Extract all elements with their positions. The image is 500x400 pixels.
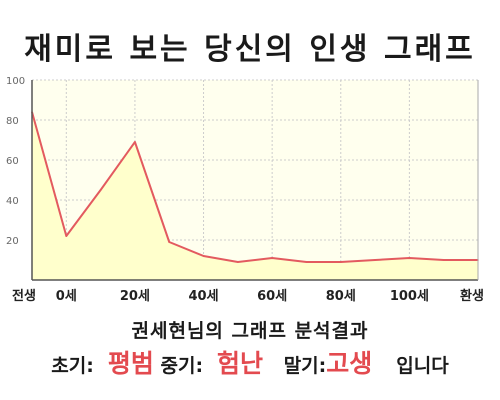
data-point-8 — [305, 261, 308, 263]
ending-text: 입니다 — [396, 355, 449, 377]
life-graph-chart: 20 40 60 80 100 전생 0세 20세 40세 60세 80세 100세 환생 — [6, 76, 484, 304]
early-value: 평범 — [107, 349, 154, 378]
data-point-4 — [168, 241, 171, 243]
middle-label: 중기: — [160, 355, 204, 377]
y-tick-labels: 20 40 60 80 100 — [6, 76, 25, 247]
area-layer — [32, 112, 478, 280]
analysis-result: 초기: 평범 중기: 험난 말기:고생 입니다 — [0, 344, 500, 380]
data-point-7 — [271, 257, 273, 259]
x-tick-label-6: 100세 — [390, 289, 429, 304]
x-tick-label-3: 40세 — [189, 289, 219, 304]
y-tick-label-100: 100 — [6, 76, 25, 87]
page-title: 재미로 보는 당신의 인생 그래프 — [24, 32, 476, 67]
y-tick-label-40: 40 — [6, 196, 19, 207]
data-point-9 — [339, 261, 342, 263]
late-label: 말기: — [283, 355, 327, 377]
late-value: 고생 — [326, 349, 373, 378]
data-point-3 — [134, 141, 136, 143]
data-point-11 — [408, 257, 411, 259]
data-point-5 — [202, 255, 205, 257]
x-tick-labels: 전생 0세 20세 40세 60세 80세 100세 환생 — [12, 288, 484, 304]
x-tick-label-5: 80세 — [326, 289, 356, 304]
data-point-10 — [374, 259, 376, 261]
data-point-12 — [442, 259, 445, 261]
data-point-6 — [237, 261, 239, 263]
series-line — [31, 111, 478, 263]
series-area — [32, 112, 478, 280]
data-point-1 — [65, 235, 68, 237]
analysis-heading: 권세현님의 그래프 분석결과 — [131, 320, 369, 342]
y-tick-label-20: 20 — [6, 236, 19, 247]
x-tick-label-4: 60세 — [257, 289, 287, 304]
axes — [31, 80, 479, 281]
middle-value: 험난 — [217, 349, 264, 378]
x-tick-label-2: 20세 — [120, 289, 150, 304]
x-tick-label-7: 환생 — [460, 288, 484, 304]
y-tick-label-80: 80 — [6, 116, 19, 127]
early-label: 초기: — [51, 355, 94, 377]
x-tick-label-1: 0세 — [56, 289, 77, 304]
data-point-2 — [99, 189, 102, 191]
x-tick-label-0: 전생 — [12, 288, 36, 304]
y-tick-label-60: 60 — [6, 156, 19, 167]
